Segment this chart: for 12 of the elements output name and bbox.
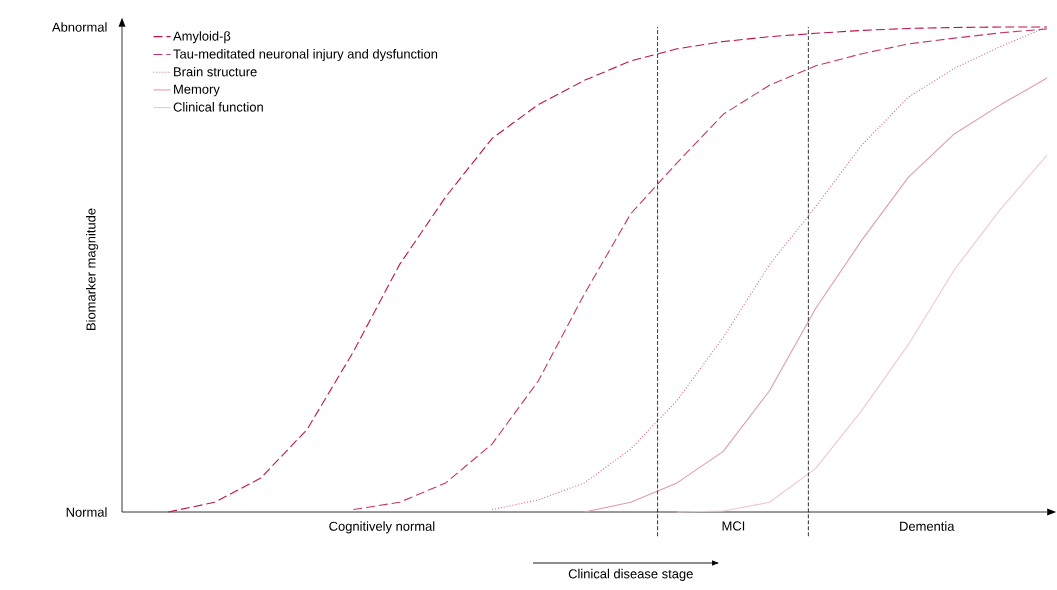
legend-label: Brain structure xyxy=(174,66,257,77)
legend-label: Tau-meditated neuronal injury and dysfunction xyxy=(173,49,438,62)
legend-label: Memory xyxy=(174,84,220,97)
y-axis-title: Biomarker magnitude xyxy=(86,208,99,330)
text: Normal xyxy=(66,507,107,517)
text: MCI xyxy=(722,521,745,531)
text: Abnormal xyxy=(51,22,107,32)
x-axis-title: Clinical disease stage xyxy=(568,568,693,581)
text: Dementia xyxy=(900,521,955,531)
text: Cognitively normal xyxy=(329,521,435,534)
legend-label: Amyloid-β xyxy=(173,31,231,44)
legend-label: Clinical function xyxy=(173,102,263,112)
